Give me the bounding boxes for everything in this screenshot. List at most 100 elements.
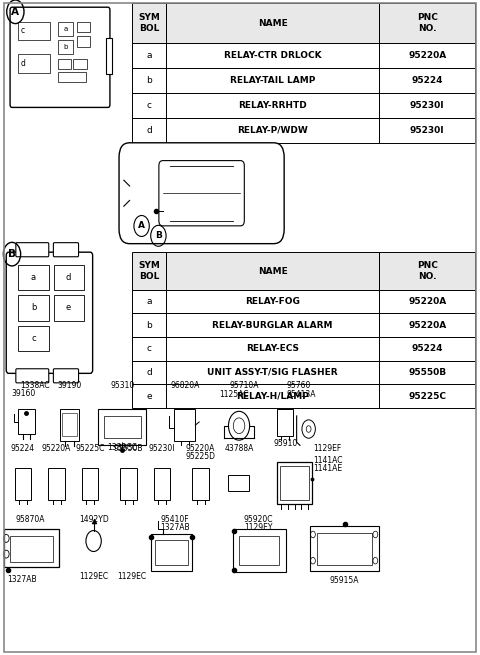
- Bar: [233, 529, 286, 572]
- Bar: [280, 466, 309, 500]
- Text: 1339CC: 1339CC: [108, 443, 137, 452]
- Text: 1141AC: 1141AC: [313, 456, 343, 465]
- Text: SYM
BOL: SYM BOL: [138, 14, 160, 33]
- Bar: [48, 468, 65, 500]
- Bar: [132, 68, 166, 93]
- Text: RELAY-H/LAMP: RELAY-H/LAMP: [236, 392, 309, 400]
- Text: 95915A: 95915A: [330, 576, 360, 586]
- Text: b: b: [146, 76, 152, 85]
- Bar: [62, 413, 77, 436]
- Bar: [277, 409, 293, 436]
- Text: e: e: [146, 392, 152, 400]
- Text: NAME: NAME: [258, 19, 288, 28]
- Text: c: c: [20, 26, 24, 35]
- Text: d: d: [146, 126, 152, 135]
- Text: 1327AB: 1327AB: [160, 523, 190, 532]
- Bar: [132, 314, 166, 337]
- Text: 95225C: 95225C: [75, 444, 105, 453]
- Text: b: b: [31, 303, 36, 312]
- Bar: [167, 252, 379, 290]
- Bar: [120, 468, 137, 500]
- Text: RELAY-BURGLAR ALARM: RELAY-BURGLAR ALARM: [213, 321, 333, 329]
- Text: 95230I: 95230I: [149, 444, 176, 453]
- Bar: [167, 93, 379, 118]
- Text: b: b: [63, 44, 68, 50]
- Text: NAME: NAME: [258, 267, 288, 276]
- Bar: [277, 462, 312, 504]
- Text: 95410F: 95410F: [161, 515, 190, 524]
- Bar: [106, 38, 112, 75]
- Text: 96820A: 96820A: [170, 381, 200, 390]
- Text: 1327AB: 1327AB: [8, 575, 37, 584]
- Text: RELAY-ECS: RELAY-ECS: [246, 345, 299, 353]
- Bar: [379, 3, 475, 43]
- Bar: [155, 540, 188, 565]
- FancyBboxPatch shape: [159, 160, 244, 226]
- Text: 95413A: 95413A: [287, 390, 316, 399]
- Text: a: a: [63, 26, 67, 32]
- Bar: [132, 43, 166, 68]
- Text: 95220A: 95220A: [408, 297, 446, 306]
- Bar: [154, 468, 170, 500]
- Bar: [10, 536, 53, 562]
- FancyBboxPatch shape: [6, 252, 93, 373]
- Text: 95220A: 95220A: [408, 321, 446, 329]
- Text: 39160: 39160: [12, 389, 36, 398]
- Bar: [167, 290, 379, 314]
- Text: 95230I: 95230I: [410, 101, 444, 110]
- Text: RELAY-TAIL LAMP: RELAY-TAIL LAMP: [230, 76, 315, 85]
- Bar: [239, 536, 279, 565]
- Bar: [77, 36, 90, 47]
- Text: A: A: [138, 221, 145, 231]
- Bar: [18, 409, 35, 434]
- Text: a: a: [146, 297, 152, 306]
- Text: 95224: 95224: [11, 444, 35, 453]
- Bar: [167, 43, 379, 68]
- Bar: [379, 384, 475, 408]
- Text: UNIT ASSY-T/SIG FLASHER: UNIT ASSY-T/SIG FLASHER: [207, 368, 338, 377]
- Bar: [192, 468, 209, 500]
- Text: 95920C: 95920C: [243, 515, 273, 524]
- Bar: [132, 252, 166, 290]
- Text: PNC
NO.: PNC NO.: [417, 261, 438, 281]
- Text: B: B: [8, 249, 16, 259]
- Text: 95910: 95910: [274, 439, 298, 448]
- Text: a: a: [31, 272, 36, 282]
- Bar: [58, 59, 71, 69]
- Bar: [18, 295, 48, 320]
- Text: c: c: [147, 345, 152, 353]
- Bar: [379, 314, 475, 337]
- Bar: [379, 252, 475, 290]
- Text: 95550B: 95550B: [408, 368, 446, 377]
- Text: c: c: [31, 334, 36, 343]
- Bar: [18, 54, 50, 73]
- Bar: [60, 409, 79, 441]
- Text: c: c: [147, 101, 152, 110]
- Bar: [310, 526, 379, 571]
- Bar: [82, 468, 98, 500]
- Bar: [167, 118, 379, 143]
- Bar: [132, 3, 166, 43]
- Bar: [151, 534, 192, 571]
- Text: 1338AC: 1338AC: [20, 381, 50, 390]
- Bar: [379, 337, 475, 361]
- Bar: [54, 295, 84, 320]
- Text: 95224: 95224: [411, 76, 443, 85]
- FancyBboxPatch shape: [119, 143, 284, 244]
- Bar: [54, 265, 84, 290]
- Text: d: d: [20, 59, 25, 68]
- Text: 1492YD: 1492YD: [79, 515, 108, 524]
- Bar: [73, 59, 87, 69]
- Bar: [167, 68, 379, 93]
- FancyBboxPatch shape: [10, 7, 110, 107]
- Bar: [379, 290, 475, 314]
- Text: 95550B: 95550B: [114, 444, 144, 453]
- Text: 95220A: 95220A: [408, 51, 446, 60]
- Text: 95710A: 95710A: [229, 381, 259, 390]
- FancyBboxPatch shape: [16, 243, 49, 257]
- Bar: [167, 3, 379, 43]
- Text: 95870A: 95870A: [15, 515, 45, 524]
- Bar: [167, 384, 379, 408]
- Text: 1141AE: 1141AE: [313, 464, 343, 473]
- Bar: [18, 22, 50, 40]
